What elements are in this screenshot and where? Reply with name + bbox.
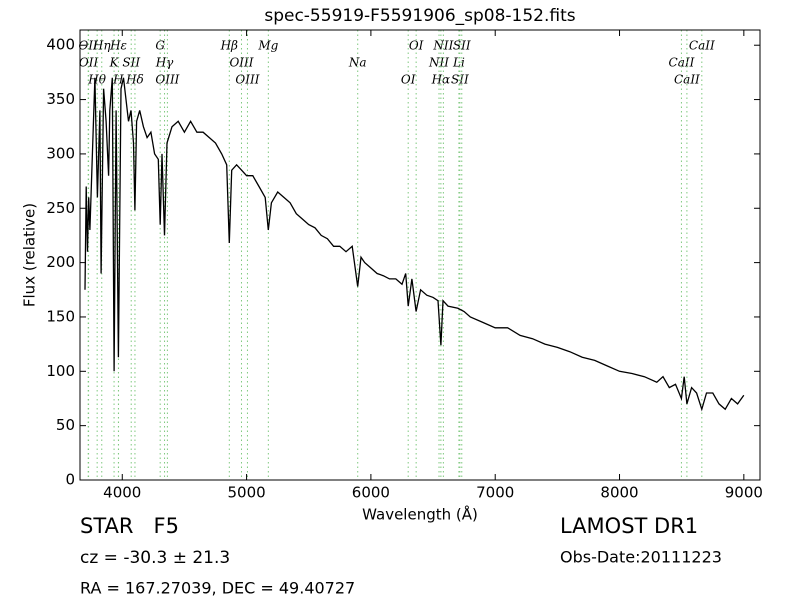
spectral-line-label: SII bbox=[451, 73, 469, 87]
x-tick-label: 8000 bbox=[600, 484, 638, 502]
y-tick-label: 150 bbox=[46, 307, 75, 325]
y-tick-label: 300 bbox=[46, 144, 75, 162]
redshift: cz = -30.3 ± 21.3 bbox=[80, 548, 230, 568]
plot-frame bbox=[79, 29, 761, 481]
x-tick-label: 7000 bbox=[476, 484, 514, 502]
spectral-line-label: SII bbox=[453, 39, 471, 53]
spectral-line-label: SII bbox=[122, 56, 140, 70]
survey: LAMOST DR1 bbox=[560, 514, 698, 538]
object-class: STAR F5 bbox=[80, 514, 179, 538]
x-tick-label: 6000 bbox=[352, 484, 390, 502]
y-tick-label: 0 bbox=[65, 471, 75, 489]
spectral-line-label: OIII bbox=[235, 73, 259, 87]
spectral-line-label: NII bbox=[428, 56, 449, 70]
y-tick-label: 400 bbox=[46, 36, 75, 54]
spectral-line-label: OI bbox=[409, 39, 424, 53]
spectral-line-label: Hθ bbox=[87, 73, 106, 87]
spectral-line-label: OI bbox=[401, 73, 416, 87]
y-tick-label: 50 bbox=[56, 416, 75, 434]
x-tick-label: 4000 bbox=[103, 484, 141, 502]
spectral-line-label: G bbox=[155, 39, 165, 53]
spectral-line-label: CaII bbox=[689, 39, 715, 53]
spectral-line-label: OIII bbox=[229, 56, 253, 70]
spectral-line-label: OII bbox=[79, 39, 99, 53]
spectral-line-label: NII bbox=[432, 39, 453, 53]
spectral-line-label: Hβ bbox=[220, 39, 238, 53]
spectral-line-label: Hη bbox=[92, 39, 111, 53]
spectral-line-label: Na bbox=[348, 56, 367, 70]
spectral-line-label: Mg bbox=[257, 39, 278, 53]
spectral-line-label: OIII bbox=[155, 73, 179, 87]
spectral-line-label: Hγ bbox=[155, 56, 174, 70]
spectral-line-label: CaII bbox=[669, 56, 695, 70]
x-tick-label: 9000 bbox=[725, 484, 763, 502]
y-tick-label: 100 bbox=[46, 362, 75, 380]
y-tick-label: 350 bbox=[46, 90, 75, 108]
spectral-line-label: Hα bbox=[431, 73, 451, 87]
y-axis-label: Flux (relative) bbox=[21, 203, 39, 307]
y-tick-label: 200 bbox=[46, 253, 75, 271]
spectral-line-label: K bbox=[109, 56, 120, 70]
x-tick-label: 5000 bbox=[227, 484, 265, 502]
spectral-line-label: Hε bbox=[109, 39, 127, 53]
chart-title: spec-55919-F5591906_sp08-152.fits bbox=[264, 6, 575, 26]
spectrum bbox=[84, 77, 745, 412]
spectral-line-label: Li bbox=[452, 56, 465, 70]
spectral-line-label: CaII bbox=[674, 73, 700, 87]
coordinates: RA = 167.27039, DEC = 49.40727 bbox=[80, 579, 355, 598]
y-tick-label: 250 bbox=[46, 199, 75, 217]
spectral-line-label: Hδ bbox=[125, 73, 144, 87]
x-axis-label: Wavelength (Å) bbox=[362, 505, 478, 524]
obs-date: Obs-Date:20111223 bbox=[560, 548, 722, 567]
spectral-line-label: OII bbox=[79, 56, 99, 70]
